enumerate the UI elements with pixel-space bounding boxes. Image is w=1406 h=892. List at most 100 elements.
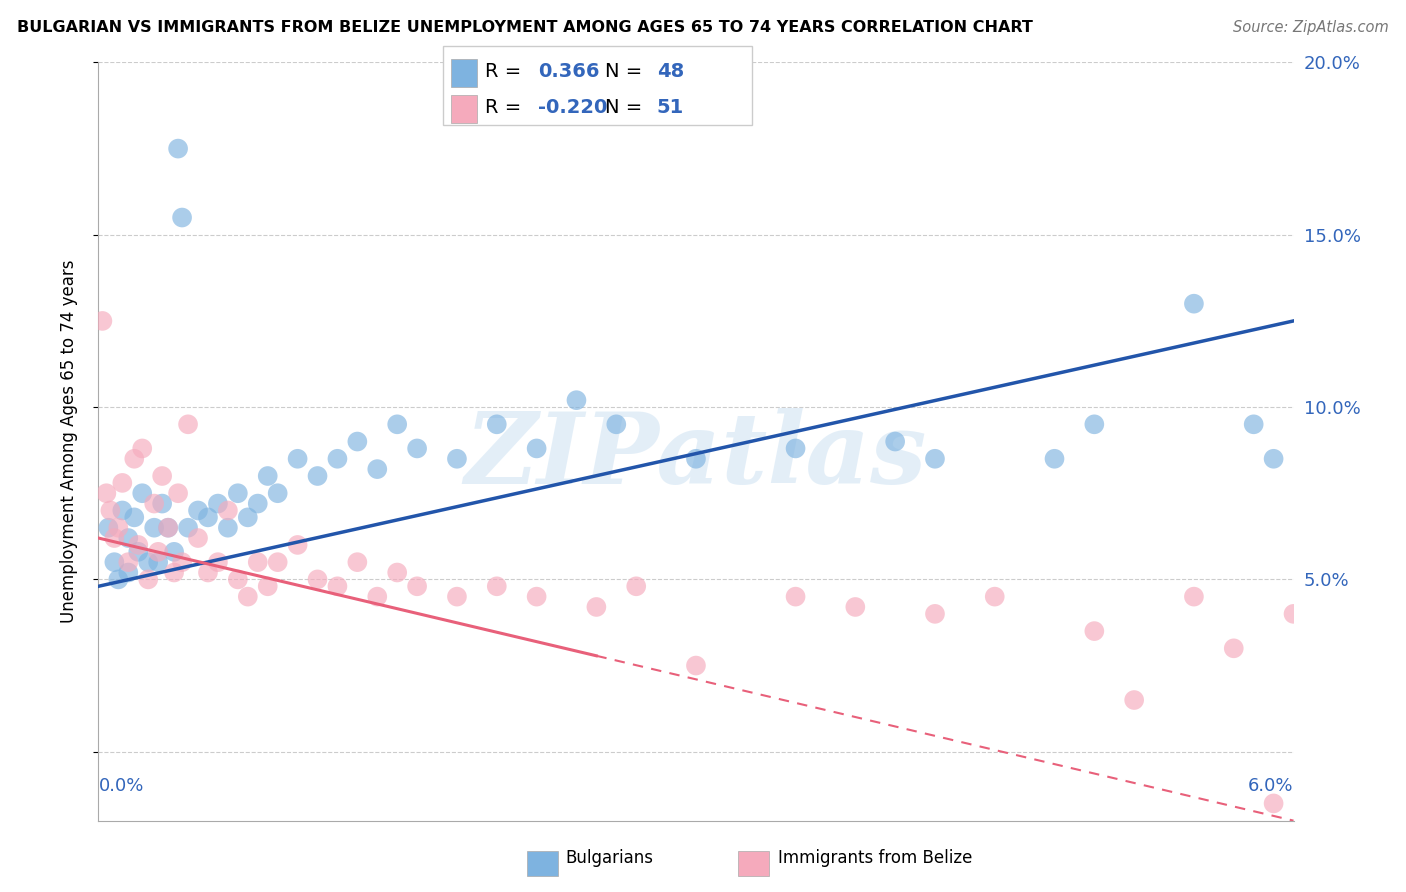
Point (1123, 693, 1146, 707)
Point (207, 555, 229, 569)
Text: 0.366: 0.366 (538, 62, 600, 81)
Point (924, 451, 946, 466)
Text: N =: N = (605, 98, 648, 117)
Point (1083, 624, 1105, 639)
Point (307, 469, 329, 483)
Point (1243, 417, 1265, 432)
Point (177, 417, 200, 432)
Point (217, 503, 239, 517)
Point (307, 573, 329, 587)
Point (131, 486, 153, 500)
Point (585, 599, 607, 614)
Text: Bulgarians: Bulgarians (565, 849, 654, 867)
Point (406, 442, 429, 456)
Point (984, 590, 1007, 604)
Point (150, 469, 173, 483)
Point (346, 434, 368, 449)
Point (143, 497, 166, 511)
Point (98, 503, 122, 517)
Point (526, 590, 548, 604)
Point (326, 579, 349, 593)
Point (1182, 296, 1205, 310)
Point (172, 211, 194, 225)
Point (187, 531, 209, 545)
Point (236, 510, 259, 524)
Point (136, 555, 159, 569)
Point (785, 442, 807, 456)
Point (187, 503, 209, 517)
Point (605, 417, 627, 432)
Text: Source: ZipAtlas.com: Source: ZipAtlas.com (1233, 20, 1389, 35)
Point (565, 393, 588, 408)
Point (197, 566, 219, 580)
Point (148, 545, 170, 559)
Point (287, 538, 309, 552)
Text: Immigrants from Belize: Immigrants from Belize (778, 849, 972, 867)
Point (1083, 417, 1105, 432)
Point (157, 521, 180, 535)
Point (446, 451, 468, 466)
Point (485, 579, 508, 593)
Point (127, 538, 149, 552)
Text: 6.0%: 6.0% (1249, 777, 1294, 795)
Point (124, 510, 146, 524)
Point (1182, 590, 1205, 604)
Point (326, 451, 349, 466)
Point (246, 555, 269, 569)
Point (163, 566, 186, 580)
Text: 48: 48 (657, 62, 683, 81)
Point (157, 521, 180, 535)
Point (346, 555, 368, 569)
Point (124, 451, 146, 466)
Point (111, 475, 134, 490)
Text: ZIPatlas: ZIPatlas (465, 409, 927, 505)
Point (117, 531, 139, 545)
Point (366, 462, 388, 476)
Point (1043, 451, 1066, 466)
Point (267, 555, 290, 569)
Point (96, 486, 118, 500)
Point (150, 497, 173, 511)
Point (246, 497, 269, 511)
Text: 51: 51 (657, 98, 683, 117)
Point (884, 434, 907, 449)
Point (526, 442, 548, 456)
Point (236, 590, 259, 604)
Point (131, 442, 153, 456)
Point (127, 545, 149, 559)
Point (207, 497, 229, 511)
Point (485, 417, 508, 432)
Point (287, 451, 309, 466)
Point (107, 521, 129, 535)
Text: R =: R = (485, 98, 527, 117)
Point (172, 555, 194, 569)
Point (385, 417, 409, 432)
Text: R =: R = (485, 62, 527, 81)
Point (924, 607, 946, 621)
Point (103, 555, 125, 569)
Point (103, 531, 125, 545)
Point (226, 486, 249, 500)
Text: N =: N = (605, 62, 648, 81)
Point (136, 573, 159, 587)
Point (1263, 797, 1285, 811)
Point (1282, 607, 1305, 621)
Point (626, 579, 648, 593)
Point (111, 503, 134, 517)
Point (226, 573, 249, 587)
Point (685, 451, 707, 466)
Point (163, 545, 186, 559)
Point (217, 521, 239, 535)
Point (366, 590, 388, 604)
Text: -0.220: -0.220 (538, 98, 607, 117)
Point (177, 521, 200, 535)
Point (117, 566, 139, 580)
Y-axis label: Unemployment Among Ages 65 to 74 years: Unemployment Among Ages 65 to 74 years (59, 260, 77, 624)
Point (107, 573, 129, 587)
Point (1223, 641, 1246, 656)
Point (446, 590, 468, 604)
Point (844, 599, 866, 614)
Point (91, 314, 114, 328)
Point (148, 555, 170, 569)
Point (406, 579, 429, 593)
